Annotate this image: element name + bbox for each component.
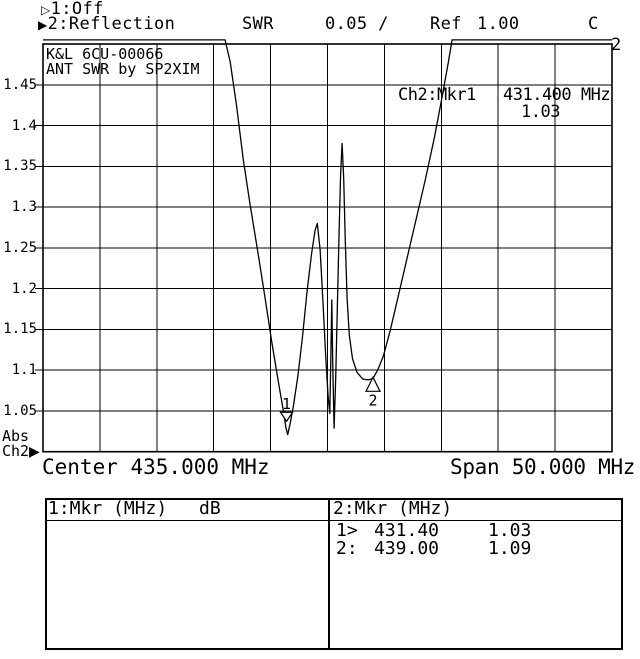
axis-mode-line1: Abs: [2, 427, 30, 445]
channel-2-active-icon: ▶: [38, 18, 48, 32]
format-label: SWR: [242, 14, 274, 34]
ref-label: Ref: [430, 14, 462, 34]
y-axis-label: 1.1: [11, 362, 37, 379]
channel-1-status: ▷1:Off: [41, 1, 104, 18]
y-axis-label: 1.05: [3, 402, 37, 419]
y-axis-label: 1.35: [3, 158, 37, 175]
marker-1-number: 1: [282, 395, 291, 413]
channel-1-inactive-icon: ▷: [41, 3, 51, 17]
marker-table-row-2-label: 2:: [336, 538, 358, 559]
channel-2-label: 2:Reflection: [47, 14, 176, 34]
marker-2-symbol-icon: [365, 375, 381, 392]
marker-table-row-1-value: 1.03: [488, 520, 532, 541]
plot-title-line1: K&L 6CU-00066: [46, 45, 164, 63]
marker-table-row-1-freq: 431.40: [374, 520, 440, 541]
marker-1-symbol-icon: [279, 411, 294, 423]
marker-readout-value: 1.03: [521, 102, 560, 122]
cal-indicator: C: [588, 14, 599, 34]
marker-table-left-header-db: dB: [199, 498, 221, 519]
y-axis-label: 1.4: [11, 117, 37, 134]
marker-table-row-2-freq: 439.00: [374, 538, 440, 559]
marker-readout-label: Ch2:Mkr1: [398, 85, 476, 105]
marker-table-header-rule: [47, 520, 621, 521]
swr-trace: [43, 39, 612, 436]
marker-readout-freq: 431.400 MHz: [503, 85, 611, 105]
y-axis-label: 1.15: [3, 321, 37, 338]
graticule: [35, 44, 612, 452]
y-axis-label: 1.45: [3, 76, 37, 93]
y-axis-label: 1.3: [11, 199, 37, 216]
y-axis-label: 1.25: [3, 239, 37, 256]
ref-value: 1.00: [477, 14, 520, 34]
channel-2-status: ▶2:Reflection: [38, 16, 175, 33]
marker-table-left-header: 1:Mkr (MHz): [48, 498, 168, 519]
marker-table-row-1-label: 1>: [336, 520, 358, 541]
scale-per-div: 0.05 /: [325, 14, 389, 34]
marker-table-row-2-value: 1.09: [488, 538, 532, 559]
y-axis-label: 1.2: [11, 280, 37, 297]
marker-2-number: 2: [369, 391, 378, 409]
marker-table: [45, 498, 623, 650]
ref-level-marker-icon: ▶: [29, 444, 40, 460]
marker-table-divider: [328, 500, 330, 648]
marker-table-right-header: 2:Mkr (MHz): [333, 498, 453, 519]
channel-indicator: 2: [611, 35, 622, 55]
channel-1-label: 1:Off: [50, 0, 104, 19]
axis-mode-line2: Ch2: [2, 442, 30, 460]
plot-title-line2: ANT SWR by SP2XIM: [46, 60, 200, 78]
center-frequency-label: Center 435.000 MHz: [42, 455, 270, 479]
plot-border: [42, 43, 613, 453]
span-label: Span 50.000 MHz: [450, 455, 636, 479]
